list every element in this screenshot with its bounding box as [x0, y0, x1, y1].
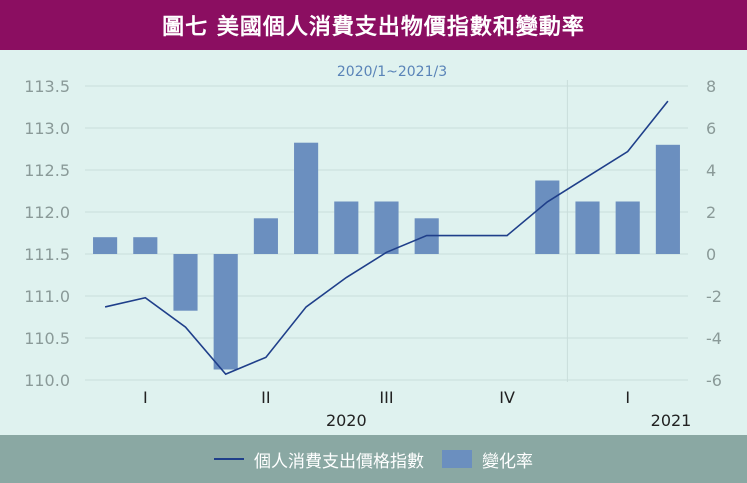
chart-subtitle: 2020/1~2021/3 — [337, 64, 447, 80]
right-axis-tick-label: -2 — [706, 287, 722, 306]
plot-area: 113.5 113.0 112.5 112.0 111.5 111.0 110.5 110.0… — [0, 50, 747, 435]
quarter-label: II — [261, 388, 270, 407]
bar — [294, 142, 319, 254]
quarter-label: I — [143, 388, 148, 407]
left-axis-tick-label: 112.0 — [24, 203, 70, 222]
series-line — [104, 100, 669, 376]
legend-bar-swatch — [442, 450, 472, 468]
chart-title: 圖七 美國個人消費支出物價指數和變動率 — [162, 15, 585, 40]
left-axis-tick-label: 110.0 — [24, 371, 70, 390]
bar — [173, 254, 198, 311]
left-axis-tick-label: 111.0 — [24, 287, 70, 306]
legend-item-line: 個人消費支出價格指數 — [214, 447, 424, 472]
right-axis-tick-label: 8 — [706, 77, 716, 96]
bar — [374, 201, 399, 254]
quarter-label: I — [625, 388, 630, 407]
left-axis-tick-label: 112.5 — [24, 161, 70, 180]
bar — [213, 254, 238, 370]
bar — [575, 201, 600, 254]
left-axis-tick-label: 113.5 — [24, 77, 70, 96]
legend-item-bar: 變化率 — [442, 447, 533, 472]
quarter-label: IV — [499, 388, 515, 407]
bar — [535, 180, 560, 254]
bar — [655, 144, 680, 254]
bar — [133, 237, 158, 254]
chart-header: 圖七 美國個人消費支出物價指數和變動率 — [0, 0, 747, 50]
year-label: 2020 — [326, 411, 367, 430]
left-axis-tick-label: 111.5 — [24, 245, 70, 264]
right-axis-tick-label: 4 — [706, 161, 716, 180]
bar — [253, 218, 278, 254]
legend-line-label: 個人消費支出價格指數 — [254, 451, 424, 472]
right-axis-tick-label: 0 — [706, 245, 716, 264]
right-axis-tick-label: 2 — [706, 203, 716, 222]
year-label: 2021 — [651, 411, 692, 430]
legend-line-swatch — [214, 458, 244, 460]
right-axis-tick-label: -6 — [706, 371, 722, 390]
quarter-label: III — [379, 388, 393, 407]
bar — [93, 237, 118, 254]
legend-bar-label: 變化率 — [482, 451, 533, 472]
bar — [615, 201, 640, 254]
left-axis-tick-label: 113.0 — [24, 119, 70, 138]
legend: 個人消費支出價格指數 變化率 — [0, 435, 747, 483]
right-axis-tick-label: -4 — [706, 329, 722, 348]
left-axis-tick-label: 110.5 — [24, 329, 70, 348]
bar — [334, 201, 359, 254]
right-axis-tick-label: 6 — [706, 119, 716, 138]
chart-svg: 113.5 113.0 112.5 112.0 111.5 111.0 110.5 110.0… — [24, 64, 722, 430]
